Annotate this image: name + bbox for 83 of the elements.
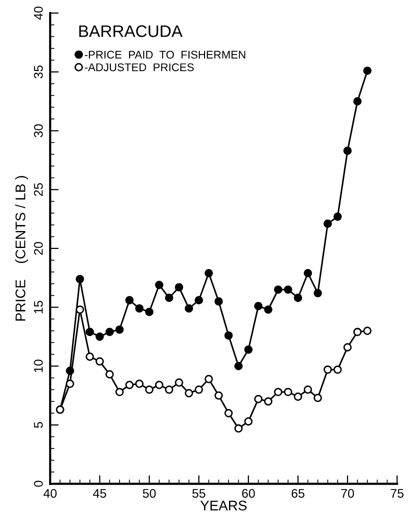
y-tick-label: 20 <box>34 242 43 255</box>
y-tick-label: 35 <box>34 65 43 78</box>
point <box>135 304 144 313</box>
y-tick-label: 10 <box>34 360 43 372</box>
point <box>294 294 302 302</box>
point <box>314 394 322 402</box>
point <box>333 365 342 374</box>
point <box>343 146 352 155</box>
point <box>264 305 272 314</box>
y-tick-label: 40 <box>34 6 43 20</box>
point <box>353 97 362 106</box>
text: BARRACUDA <box>79 25 183 38</box>
point <box>194 385 204 394</box>
legend-label: -PRICE PAID TO FISHERMEN <box>84 50 246 59</box>
x-tick-label: 40 <box>43 488 57 498</box>
point <box>294 392 302 401</box>
point <box>304 268 312 278</box>
y-tick-label: 30 <box>34 124 43 138</box>
point <box>174 283 184 292</box>
x-tick-label: 60 <box>242 488 255 498</box>
point <box>343 343 352 352</box>
point <box>333 212 342 221</box>
legend-label: -ADJUSTED PRICES <box>84 63 194 72</box>
point <box>155 380 164 390</box>
y-axis-title: PRICE (CENTS / LB ) <box>15 176 28 321</box>
point <box>244 417 253 426</box>
point <box>194 296 204 304</box>
point <box>284 285 292 294</box>
point <box>204 268 213 278</box>
point <box>145 308 154 316</box>
point <box>224 331 233 340</box>
point <box>96 332 104 341</box>
x-tick-label: 75 <box>390 489 404 498</box>
point <box>145 385 154 394</box>
point <box>184 389 194 398</box>
x-tick-label: 65 <box>292 488 304 498</box>
point <box>125 380 134 390</box>
point <box>174 378 184 387</box>
point <box>214 391 223 400</box>
point <box>324 220 332 228</box>
point <box>105 370 114 379</box>
x-axis-title: YEARS <box>200 500 247 510</box>
point <box>76 305 84 314</box>
point <box>363 326 372 335</box>
point <box>234 424 243 433</box>
x-tick-label: 50 <box>142 488 156 498</box>
point <box>115 388 124 396</box>
point <box>115 325 124 334</box>
point <box>234 362 243 370</box>
point <box>254 302 262 310</box>
point <box>264 397 272 406</box>
x-tick-label: 45 <box>93 489 106 498</box>
point <box>86 328 94 336</box>
point <box>284 388 292 396</box>
point <box>353 328 362 336</box>
x-tick-label: 70 <box>341 488 354 498</box>
point <box>274 285 282 294</box>
point <box>363 66 372 75</box>
y-tick-label: 15 <box>34 300 43 314</box>
point <box>314 288 322 298</box>
point <box>204 374 213 384</box>
point <box>304 385 312 394</box>
y-tick-label: 5 <box>34 422 43 428</box>
point <box>86 352 94 361</box>
point <box>125 296 134 304</box>
point <box>274 388 282 396</box>
point <box>105 328 114 336</box>
point <box>155 280 164 290</box>
point <box>96 357 104 366</box>
point <box>135 380 144 388</box>
point <box>184 304 194 313</box>
point <box>224 409 233 418</box>
x-tick-label: 55 <box>192 489 206 498</box>
point <box>214 297 223 306</box>
point <box>324 365 332 374</box>
y-tick-label: 0 <box>34 480 43 487</box>
point <box>164 294 174 302</box>
point <box>254 394 262 404</box>
point <box>244 345 253 354</box>
y-tick-label: 25 <box>34 183 43 196</box>
point <box>76 274 84 284</box>
point <box>164 385 174 394</box>
point <box>66 380 74 388</box>
